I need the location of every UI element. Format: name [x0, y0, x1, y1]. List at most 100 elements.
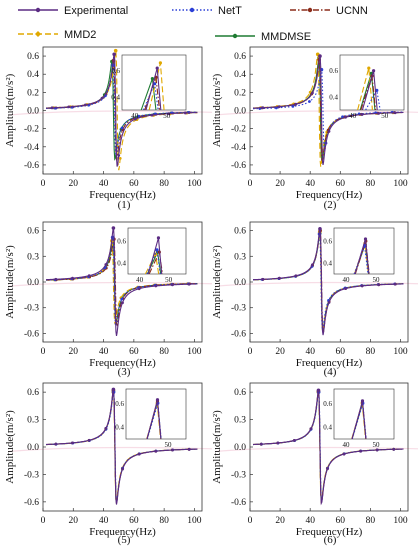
inset-x-tick-label: 40: [136, 276, 144, 284]
inset-series-group: [146, 398, 162, 439]
y-tick-label: 0.3: [234, 252, 246, 262]
inset-x-tick-label: 40: [131, 112, 139, 120]
x-tick-label: 40: [305, 179, 315, 189]
y-tick-label: -0.3: [231, 470, 246, 480]
series-point-experimental: [167, 112, 171, 116]
inset-plot: 40 50 0.6 0.4: [117, 227, 187, 284]
series-point-experimental: [276, 441, 280, 445]
x-tick-label: 60: [129, 179, 139, 189]
y-tick-label: -0.2: [231, 125, 246, 135]
inset-peak-mmd2: [367, 66, 371, 70]
x-axis-label: Frequency(Hz): [89, 357, 156, 369]
x-tick-label: 20: [275, 516, 285, 526]
x-tick-label: 60: [129, 347, 139, 357]
series-point-experimental: [187, 282, 191, 286]
x-tick-label: 0: [248, 347, 253, 357]
series-point-experimental: [326, 467, 329, 471]
y-tick-label: 0.6: [27, 227, 39, 237]
series-point-experimental: [67, 105, 71, 109]
x-tick-label: 40: [305, 516, 315, 526]
series-peak-experimental: [112, 52, 116, 57]
inset-plot: 40 50 0.6 0.4: [323, 227, 395, 284]
inset-peak-experimental: [155, 398, 160, 402]
y-tick-label: 0.3: [27, 416, 39, 426]
x-tick-label: 60: [336, 179, 346, 189]
inset-plot: 40 50 0.6 0.4: [323, 388, 395, 449]
legend-label-experimental: Experimental: [64, 5, 128, 17]
inset-y-tick-label: 0.6: [117, 238, 126, 246]
inset-y-tick-label: 0.4: [329, 93, 338, 101]
x-tick-label: 60: [336, 347, 346, 357]
inset-series-group: [357, 66, 381, 110]
series-point-experimental: [121, 467, 124, 471]
inset-y-tick-label: 0.6: [323, 238, 332, 246]
series-point-experimental: [392, 447, 396, 451]
inset-peak-nett: [153, 82, 157, 86]
series-point-mmd2: [118, 156, 122, 160]
y-axis-label: Amplitude(m/s²): [4, 410, 16, 484]
inset-x-tick-label: 50: [163, 112, 171, 120]
series-line-experimental: [46, 54, 198, 167]
series-point-experimental: [360, 113, 364, 116]
x-axis-label: Frequency(Hz): [89, 189, 156, 201]
series-peak-mmd2: [113, 48, 118, 53]
x-tick-label: 80: [159, 347, 169, 357]
inset-x-tick-label: 50: [381, 112, 389, 120]
series-point-experimental: [277, 105, 281, 109]
legend: Experimental NetT UCNN MMD2 MMDMSE: [18, 5, 368, 43]
series-point-experimental: [137, 287, 141, 291]
series-group: [252, 388, 404, 506]
inset-plot: 40 50 0.6 0.4: [329, 54, 405, 120]
series-point-experimental: [259, 442, 263, 446]
inset-series-group: [140, 61, 165, 110]
series-group: [252, 227, 404, 336]
inset-plot: 50 0.6 0.4: [115, 388, 187, 449]
series-point-experimental: [309, 427, 313, 431]
x-tick-label: 100: [393, 179, 408, 189]
halo-line: [7, 446, 213, 453]
inset-peak-experimental: [363, 237, 368, 241]
y-tick-label: 0.2: [234, 88, 246, 98]
legend-label-mmd2: MMD2: [64, 29, 96, 41]
inset-x-tick-label: 40: [343, 441, 351, 449]
y-tick-label: -0.6: [231, 329, 246, 339]
inset-peak-mmdmse: [150, 76, 154, 81]
series-point-experimental: [121, 301, 124, 305]
x-tick-label: 0: [41, 516, 46, 526]
x-tick-label: 40: [99, 516, 109, 526]
y-axis-label: Amplitude(m/s²): [211, 245, 223, 319]
y-tick-label: 0.3: [234, 416, 246, 426]
panel-2: 0.6 0.4 0.2 0.0 -0.2 -0.4 -0.60 20 40 60 80 100 Freq…: [211, 46, 419, 211]
inset-series-group: [144, 236, 164, 274]
y-tick-label: 0.0: [234, 107, 246, 117]
series-point-experimental: [150, 113, 154, 117]
inset-x-tick-label: 50: [373, 276, 381, 284]
series-line-nett: [252, 67, 404, 152]
legend-marker-ucnn: [307, 7, 313, 13]
x-tick-label: 100: [393, 347, 408, 357]
legend-label-ucnn: UCNN: [336, 5, 368, 17]
inset-line-mmd2: [357, 67, 373, 110]
panel-label: (5): [118, 534, 131, 546]
series-point-experimental: [261, 106, 265, 110]
halo-line: [7, 110, 213, 116]
series-point-experimental: [344, 287, 347, 291]
series-point-experimental: [342, 452, 346, 456]
panel-4: 0.6 0.3 0.0 -0.3 -0.60 20 40 60 80 100 Frequency(H…: [211, 221, 419, 378]
series-point-experimental: [50, 106, 54, 110]
legend-label-nett: NetT: [218, 5, 242, 17]
series-point-experimental: [393, 282, 397, 286]
x-tick-label: 100: [187, 516, 202, 526]
series-point-experimental: [393, 111, 397, 115]
x-tick-label: 20: [69, 347, 79, 357]
halo-line: [214, 110, 419, 116]
y-tick-label: -0.6: [231, 498, 246, 508]
inset-line-nett: [365, 88, 381, 110]
series-point-experimental: [375, 448, 379, 452]
legend-label-mmdmse: MMDMSE: [261, 31, 311, 43]
y-tick-label: 0.0: [27, 443, 39, 453]
series-point-experimental: [360, 284, 364, 288]
series-peak-experimental: [111, 226, 116, 230]
series-group: [46, 48, 198, 171]
